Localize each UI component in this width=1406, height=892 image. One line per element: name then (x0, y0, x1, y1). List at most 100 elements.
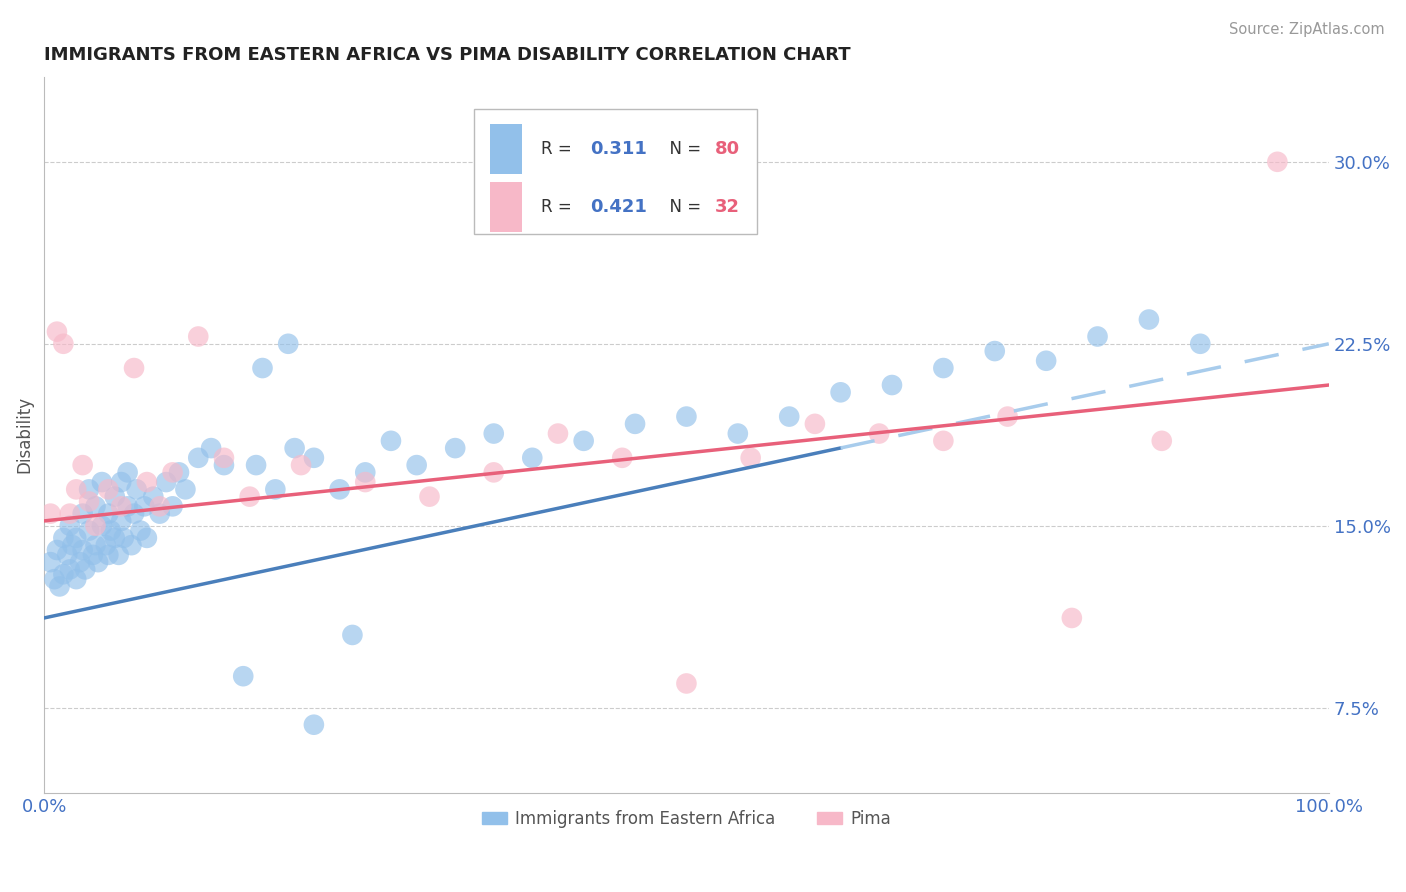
Point (1035, 353, 1057, 368)
Point (52, 336, 75, 351)
Point (1087, 329, 1109, 343)
Point (1189, 336, 1212, 351)
Point (302, 717, 325, 731)
Point (65, 531, 87, 545)
Point (84, 518, 107, 533)
Text: 80: 80 (714, 140, 740, 158)
Point (868, 426, 890, 441)
Point (482, 466, 505, 480)
Point (354, 466, 377, 480)
Point (104, 531, 127, 545)
Point (727, 426, 749, 441)
Point (277, 336, 299, 351)
Point (117, 466, 139, 480)
Point (675, 409, 697, 424)
FancyBboxPatch shape (489, 124, 522, 174)
Point (1137, 312, 1160, 326)
Text: Source: ZipAtlas.com: Source: ZipAtlas.com (1229, 22, 1385, 37)
Point (675, 676, 697, 690)
Point (122, 361, 145, 376)
Point (52, 531, 75, 545)
Point (59, 518, 82, 533)
Point (125, 483, 148, 497)
Point (187, 329, 209, 343)
Point (245, 458, 267, 472)
Point (122, 507, 145, 521)
Point (264, 483, 287, 497)
Text: R =: R = (541, 198, 578, 216)
Point (39, 555, 62, 569)
Point (155, 475, 177, 489)
Point (56, 548, 79, 562)
Point (65, 483, 87, 497)
Point (174, 483, 197, 497)
Point (354, 475, 377, 489)
Point (60, 538, 83, 552)
Point (380, 434, 402, 448)
Point (284, 441, 307, 455)
Point (1060, 611, 1083, 625)
Point (59, 562, 82, 576)
Point (405, 458, 427, 472)
Point (342, 628, 364, 642)
Point (804, 417, 827, 431)
Point (72, 507, 94, 521)
Point (612, 450, 634, 465)
Text: IMMIGRANTS FROM EASTERN AFRICA VS PIMA DISABILITY CORRELATION CHART: IMMIGRANTS FROM EASTERN AFRICA VS PIMA D… (44, 46, 851, 64)
Point (290, 458, 312, 472)
Point (110, 475, 132, 489)
Text: N =: N = (659, 198, 707, 216)
Point (418, 490, 440, 504)
Point (94, 538, 117, 552)
Point (984, 344, 1007, 359)
Point (48, 579, 70, 593)
Point (72, 543, 94, 558)
Point (880, 378, 903, 392)
Point (200, 441, 222, 455)
Point (72, 458, 94, 472)
Point (69, 555, 91, 569)
Point (932, 361, 955, 376)
Point (547, 426, 569, 441)
Point (84, 538, 107, 552)
Point (149, 507, 172, 521)
Point (65, 572, 87, 586)
Point (162, 466, 184, 480)
Point (90, 475, 112, 489)
Point (482, 426, 505, 441)
Point (77, 494, 100, 508)
Point (444, 441, 467, 455)
Text: 32: 32 (714, 198, 740, 216)
Point (44, 572, 66, 586)
Point (59, 507, 82, 521)
Point (46, 325, 69, 339)
Point (97, 507, 120, 521)
Point (187, 450, 209, 465)
FancyBboxPatch shape (489, 182, 522, 232)
Legend: Immigrants from Eastern Africa, Pima: Immigrants from Eastern Africa, Pima (475, 803, 898, 834)
Point (104, 490, 127, 504)
Point (135, 475, 157, 489)
Point (142, 490, 165, 504)
Point (997, 409, 1019, 424)
Point (1150, 434, 1173, 448)
Point (239, 490, 262, 504)
Point (121, 538, 143, 552)
Point (46, 543, 69, 558)
Point (77, 483, 100, 497)
Point (100, 524, 122, 538)
Point (135, 531, 157, 545)
Point (77, 524, 100, 538)
Point (97, 548, 120, 562)
Text: N =: N = (659, 140, 707, 158)
Point (84, 500, 107, 514)
Point (134, 500, 156, 514)
Point (112, 531, 135, 545)
Point (778, 409, 800, 424)
Point (75, 562, 97, 576)
Point (117, 500, 139, 514)
Point (252, 361, 274, 376)
Point (212, 458, 235, 472)
Point (110, 514, 132, 528)
Point (162, 500, 184, 514)
